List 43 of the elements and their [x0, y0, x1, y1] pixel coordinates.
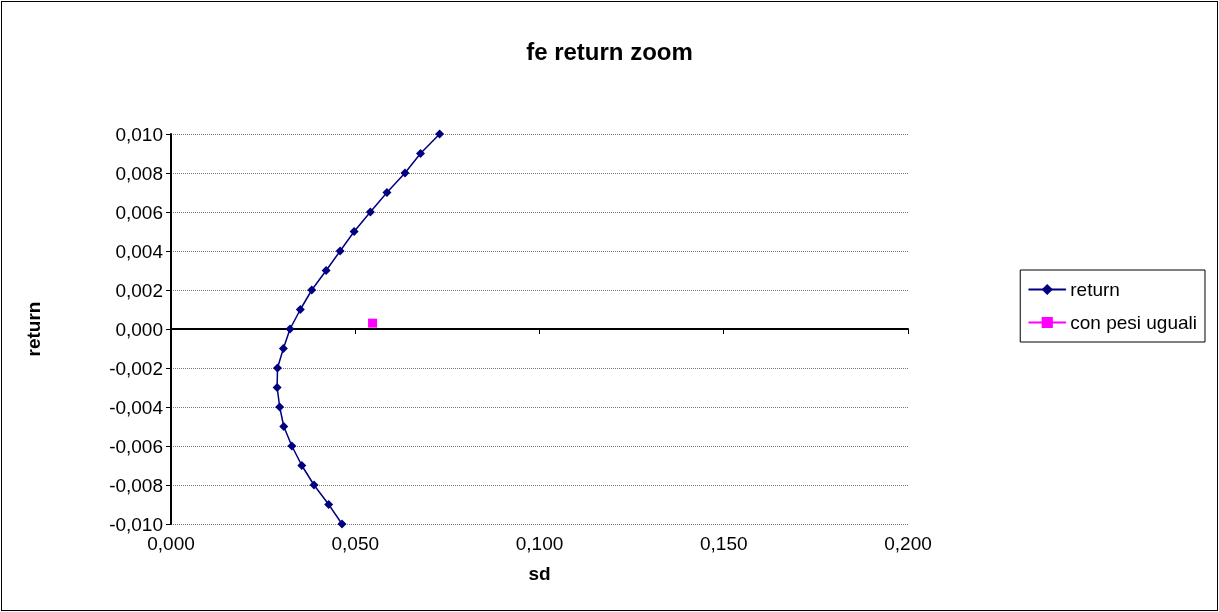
x-tick-label: 0,100 [515, 533, 564, 554]
point [273, 363, 282, 373]
point [324, 500, 334, 509]
x-tick-label: 0,150 [699, 533, 748, 554]
point [435, 129, 445, 139]
point [295, 305, 305, 314]
point [275, 402, 285, 412]
point [287, 441, 297, 451]
legend-label: return [1070, 279, 1120, 300]
point [321, 266, 331, 275]
y-tick-label: 0,004 [115, 240, 164, 262]
x-axis-title: sd [528, 563, 551, 584]
point [365, 207, 375, 217]
point [415, 149, 425, 158]
point [297, 461, 307, 470]
y-tick-label: -0,006 [109, 435, 163, 457]
point [382, 188, 392, 197]
point [400, 168, 410, 178]
point [285, 324, 295, 334]
point [349, 227, 359, 236]
point [307, 285, 317, 295]
x-tick-label: 0,050 [331, 533, 380, 554]
y-tick-label: 0,010 [115, 123, 163, 145]
y-tick-label: 0,006 [115, 201, 163, 223]
point [368, 318, 378, 328]
point [272, 383, 282, 392]
point [337, 519, 347, 529]
y-tick-label: -0,002 [109, 357, 163, 379]
y-tick-label: -0,008 [109, 474, 163, 496]
y-tick-label: -0,004 [109, 396, 164, 418]
legend-label: con pesi uguali [1070, 312, 1198, 333]
point [309, 480, 319, 490]
chart-title: fe return zoom [526, 37, 693, 65]
y-tick-label: 0,000 [115, 318, 163, 340]
y-tick-label: 0,008 [115, 162, 163, 184]
y-tick-label: 0,002 [115, 279, 163, 301]
point [278, 344, 288, 353]
x-tick-label: 0,200 [884, 533, 932, 554]
y-tick-label: -0,010 [109, 513, 163, 535]
y-axis-title: return [23, 301, 44, 357]
point [335, 246, 345, 256]
point [279, 422, 289, 431]
x-tick-label: 0,000 [147, 533, 195, 554]
